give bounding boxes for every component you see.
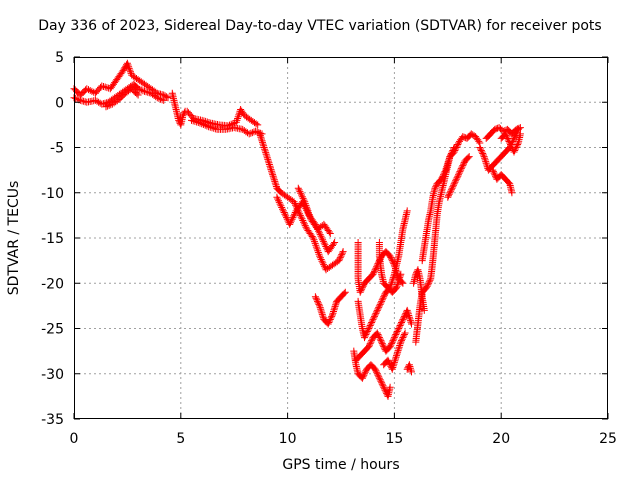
data-point-markers xyxy=(418,144,458,265)
data-point-markers xyxy=(188,116,266,138)
y-axis-label: SDTVAR / TECUs xyxy=(6,180,22,296)
y-tick-label: -25 xyxy=(41,322,64,338)
data-point-markers xyxy=(183,106,262,130)
x-tick-label: 5 xyxy=(176,431,185,447)
data-point-markers xyxy=(497,130,524,156)
data-segment xyxy=(256,130,347,274)
data-segment xyxy=(294,184,334,237)
data-point-markers xyxy=(168,89,189,129)
data-segment xyxy=(444,153,473,201)
data-point-markers xyxy=(403,361,415,376)
data-segment xyxy=(183,106,262,130)
data-point-markers xyxy=(352,306,415,364)
data-point-markers xyxy=(256,130,347,274)
x-axis-label: GPS time / hours xyxy=(282,457,400,473)
axes: 5 0 -5 -10 -15 -20 -25 -30 -35 0 5 10 15 20 25 xyxy=(41,50,617,447)
data-point-markers xyxy=(482,124,524,142)
data-marks xyxy=(70,59,524,400)
y-tick-label: -35 xyxy=(41,412,64,428)
data-segment xyxy=(311,288,349,328)
y-tick-label: 0 xyxy=(55,95,64,111)
data-segment xyxy=(102,85,142,111)
data-segment xyxy=(168,89,189,129)
data-segment xyxy=(188,116,266,138)
data-segment xyxy=(352,306,415,364)
data-point-markers xyxy=(294,184,334,237)
data-segment xyxy=(482,124,524,142)
x-tick-label: 25 xyxy=(599,431,617,447)
data-segment xyxy=(375,239,405,296)
y-tick-label: -20 xyxy=(41,276,64,292)
y-tick-label: -5 xyxy=(50,141,64,157)
data-point-markers xyxy=(375,239,405,296)
y-tick-label: -30 xyxy=(41,367,64,383)
data-point-markers xyxy=(380,329,409,373)
y-tick-label: -15 xyxy=(41,231,64,247)
x-tick-label: 0 xyxy=(70,431,79,447)
data-point-markers xyxy=(410,266,428,314)
grid-lines xyxy=(74,57,608,419)
data-segment xyxy=(497,130,524,156)
data-segment xyxy=(489,166,516,197)
data-segment xyxy=(380,329,409,373)
data-point-markers xyxy=(311,288,349,328)
data-segment xyxy=(410,266,428,314)
plot-border xyxy=(74,57,608,419)
x-tick-label: 15 xyxy=(385,431,403,447)
chart-title: Day 336 of 2023, Sidereal Day-to-day VTE… xyxy=(38,18,602,34)
data-point-markers xyxy=(444,153,473,201)
y-tick-label: -10 xyxy=(41,186,64,202)
y-tick-label: 5 xyxy=(55,50,64,66)
data-point-markers xyxy=(102,85,142,111)
x-tick-label: 10 xyxy=(279,431,297,447)
x-tick-label: 20 xyxy=(492,431,510,447)
data-segment xyxy=(418,144,458,265)
data-point-markers xyxy=(489,166,516,197)
data-segment xyxy=(403,361,415,376)
